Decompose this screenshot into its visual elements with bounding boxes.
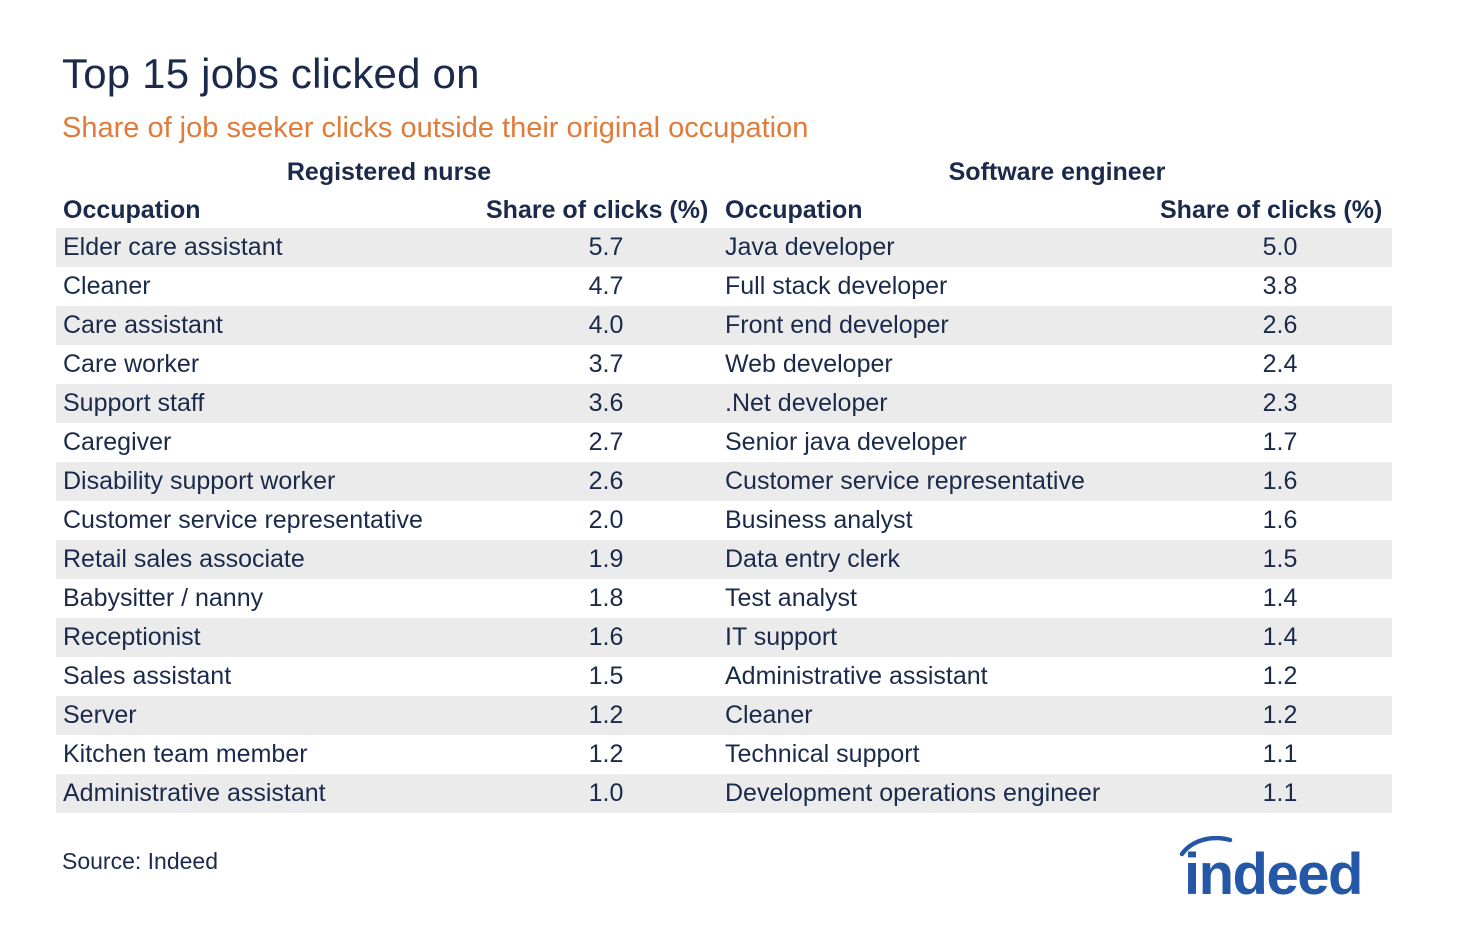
occupation-cell: Business analyst	[725, 506, 913, 534]
table-row: Caregiver 2.7 Senior java developer 1.7	[56, 423, 1392, 462]
column-header-share-left: Share of clicks (%)	[486, 196, 709, 224]
share-value-cell: 1.2	[588, 740, 624, 768]
table-row: Support staff 3.6 .Net developer 2.3	[56, 384, 1392, 423]
occupation-cell: Caregiver	[63, 428, 172, 456]
table-row: Server 1.2 Cleaner 1.2	[56, 696, 1392, 735]
table-row: Disability support worker 2.6 Customer ser…	[56, 462, 1392, 501]
data-table: Elder care assistant 5.7 Java developer 5.0…	[56, 228, 1392, 813]
occupation-cell: Development operations engineer	[725, 779, 1101, 807]
share-value-cell: 2.6	[1262, 311, 1298, 339]
table-row: Customer service representative 2.0 Busine…	[56, 501, 1392, 540]
occupation-cell: Customer service representative	[63, 506, 423, 534]
occupation-cell: Front end developer	[725, 311, 949, 339]
occupation-cell: Customer service representative	[725, 467, 1085, 495]
share-value-cell: 1.2	[1262, 662, 1298, 690]
column-header-occupation-right: Occupation	[725, 196, 863, 224]
share-value-cell: 2.7	[588, 428, 624, 456]
group-header-registered-nurse: Registered nurse	[286, 158, 492, 186]
share-value-cell: 1.1	[1262, 740, 1298, 768]
share-value-cell: 4.0	[588, 311, 624, 339]
occupation-cell: Kitchen team member	[63, 740, 308, 768]
share-value-cell: 1.1	[1262, 779, 1298, 807]
share-value-cell: 1.4	[1262, 623, 1298, 651]
share-value-cell: 1.6	[588, 623, 624, 651]
chart-subtitle: Share of job seeker clicks outside their…	[62, 112, 809, 144]
occupation-cell: Administrative assistant	[725, 662, 988, 690]
occupation-cell: Full stack developer	[725, 272, 948, 300]
share-value-cell: 3.8	[1262, 272, 1298, 300]
table-row: Kitchen team member 1.2 Technical support 1…	[56, 735, 1392, 774]
occupation-cell: Server	[63, 701, 137, 729]
share-value-cell: 5.7	[588, 233, 624, 261]
occupation-cell: Data entry clerk	[725, 545, 901, 573]
table-row: Care assistant 4.0 Front end developer 2.6	[56, 306, 1392, 345]
share-value-cell: 1.5	[588, 662, 624, 690]
occupation-cell: Cleaner	[63, 272, 151, 300]
source-note: Source: Indeed	[62, 848, 219, 874]
occupation-cell: Care worker	[63, 350, 200, 378]
share-value-cell: 1.5	[1262, 545, 1298, 573]
share-value-cell: 3.7	[588, 350, 624, 378]
share-value-cell: 1.9	[588, 545, 624, 573]
occupation-cell: IT support	[725, 623, 838, 651]
table-row: Retail sales associate 1.9 Data entry cler…	[56, 540, 1392, 579]
table-row: Babysitter / nanny 1.8 Test analyst 1.4	[56, 579, 1392, 618]
chart-title: Top 15 jobs clicked on	[62, 50, 480, 97]
svg-text:indeed: indeed	[1184, 842, 1362, 900]
share-value-cell: 2.4	[1262, 350, 1298, 378]
table-row: Care worker 3.7 Web developer 2.4	[56, 345, 1392, 384]
share-value-cell: 4.7	[588, 272, 624, 300]
occupation-cell: Elder care assistant	[63, 233, 283, 261]
column-header-share-right: Share of clicks (%)	[1160, 196, 1383, 224]
share-value-cell: 5.0	[1262, 233, 1298, 261]
occupation-cell: Support staff	[63, 389, 205, 417]
table-row: Cleaner 4.7 Full stack developer 3.8	[56, 267, 1392, 306]
share-value-cell: 2.6	[588, 467, 624, 495]
share-value-cell: 2.3	[1262, 389, 1298, 417]
share-value-cell: 1.2	[588, 701, 624, 729]
share-value-cell: 1.8	[588, 584, 624, 612]
share-value-cell: 1.6	[1262, 467, 1298, 495]
occupation-cell: Test analyst	[725, 584, 858, 612]
share-value-cell: 1.7	[1262, 428, 1298, 456]
occupation-cell: Care assistant	[63, 311, 223, 339]
occupation-cell: Administrative assistant	[63, 779, 326, 807]
occupation-cell: Retail sales associate	[63, 545, 305, 573]
occupation-cell: Java developer	[725, 233, 895, 261]
occupation-cell: Cleaner	[725, 701, 813, 729]
occupation-cell: Technical support	[725, 740, 920, 768]
share-value-cell: 1.4	[1262, 584, 1298, 612]
occupation-cell: Disability support worker	[63, 467, 336, 495]
occupation-cell: Sales assistant	[63, 662, 232, 690]
occupation-cell: .Net developer	[725, 389, 888, 417]
share-value-cell: 1.2	[1262, 701, 1298, 729]
group-header-software-engineer: Software engineer	[948, 158, 1166, 186]
table-row: Administrative assistant 1.0 Development o…	[56, 774, 1392, 813]
table-row: Receptionist 1.6 IT support 1.4	[56, 618, 1392, 657]
share-value-cell: 2.0	[588, 506, 624, 534]
table-row: Elder care assistant 5.7 Java developer 5.0	[56, 228, 1392, 267]
occupation-cell: Babysitter / nanny	[63, 584, 264, 612]
share-value-cell: 1.0	[588, 779, 624, 807]
occupation-cell: Senior java developer	[725, 428, 967, 456]
table-row: Sales assistant 1.5 Administrative assista…	[56, 657, 1392, 696]
occupation-cell: Receptionist	[63, 623, 201, 651]
occupation-cell: Web developer	[725, 350, 893, 378]
share-value-cell: 3.6	[588, 389, 624, 417]
share-value-cell: 1.6	[1262, 506, 1298, 534]
indeed-logo: indeed	[1178, 836, 1394, 900]
column-header-occupation-left: Occupation	[63, 196, 201, 224]
